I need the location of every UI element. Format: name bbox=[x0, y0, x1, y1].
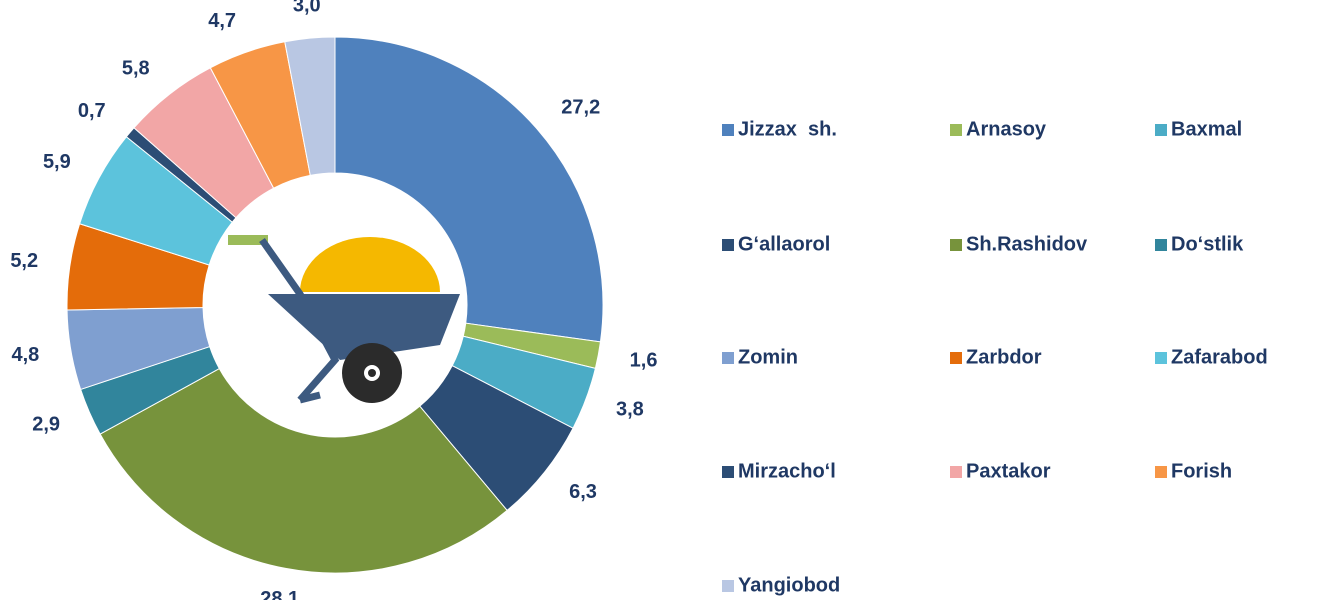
data-label: 5,2 bbox=[10, 250, 38, 272]
legend-label: Yangiobod bbox=[738, 574, 840, 596]
legend-label: Jizzax sh. bbox=[738, 118, 837, 140]
data-label: 0,7 bbox=[78, 100, 106, 122]
data-label: 4,7 bbox=[208, 10, 236, 32]
legend-swatch bbox=[722, 580, 734, 592]
data-label: 28,1 bbox=[260, 588, 299, 600]
legend-swatch bbox=[1155, 124, 1167, 136]
legend-swatch bbox=[1155, 352, 1167, 364]
legend-swatch bbox=[1155, 466, 1167, 478]
legend-label: Zomin bbox=[738, 346, 798, 368]
donut bbox=[66, 36, 604, 574]
legend-swatch bbox=[722, 466, 734, 478]
data-label: 2,9 bbox=[32, 413, 60, 435]
legend-label: Forish bbox=[1171, 460, 1232, 482]
legend-label: Arnasoy bbox=[966, 118, 1047, 140]
data-label: 4,8 bbox=[11, 344, 39, 366]
data-label: 5,8 bbox=[122, 57, 150, 79]
data-label: 6,3 bbox=[569, 481, 597, 503]
data-label: 1,6 bbox=[630, 349, 658, 371]
legend-label: Do‘stlik bbox=[1171, 233, 1244, 255]
legend-swatch bbox=[722, 352, 734, 364]
legend-label: Mirzacho‘l bbox=[738, 460, 836, 482]
legend-swatch bbox=[950, 239, 962, 251]
legend-swatch bbox=[950, 466, 962, 478]
legend-label: Zarbdor bbox=[966, 346, 1042, 368]
data-label: 3,8 bbox=[616, 398, 644, 420]
legend-swatch bbox=[722, 239, 734, 251]
legend-swatch bbox=[950, 352, 962, 364]
data-label: 3,0 bbox=[293, 0, 321, 17]
legend-swatch bbox=[722, 124, 734, 136]
legend-label: Paxtakor bbox=[966, 460, 1051, 482]
wheelbarrow-icon bbox=[228, 235, 460, 404]
legend-swatch bbox=[1155, 239, 1167, 251]
data-label: 5,9 bbox=[43, 151, 71, 173]
legend-label: Zafarabod bbox=[1171, 346, 1268, 368]
legend-swatch bbox=[950, 124, 962, 136]
data-label: 27,2 bbox=[561, 96, 600, 118]
legend-label: Sh.Rashidov bbox=[966, 233, 1088, 255]
legend-label: Baxmal bbox=[1171, 118, 1242, 140]
legend-label: G‘allaorol bbox=[738, 233, 830, 255]
